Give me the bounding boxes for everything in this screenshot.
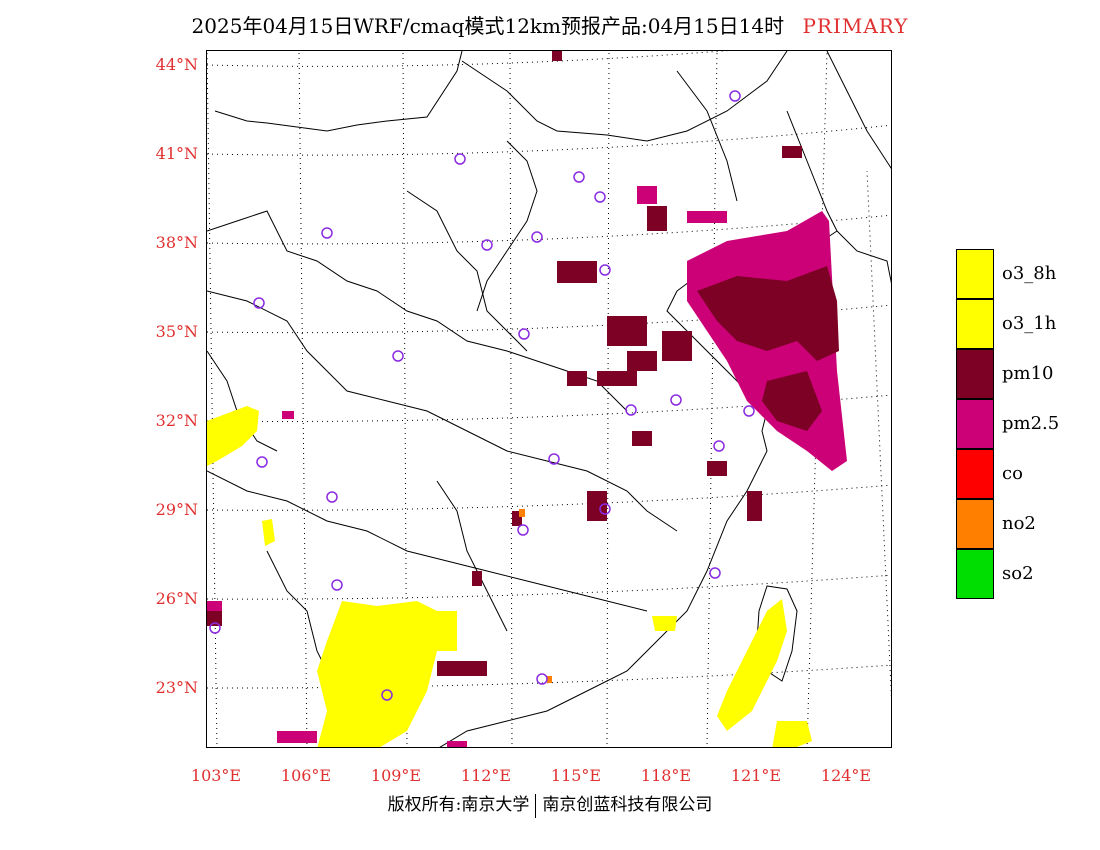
copyright-footer: 版权所有:南京大学 南京创蓝科技有限公司 bbox=[0, 790, 1100, 818]
legend-label: no2 bbox=[1002, 513, 1036, 534]
legend-label: o3_1h bbox=[1002, 313, 1057, 334]
map-panel bbox=[206, 50, 892, 748]
legend-label: so2 bbox=[1002, 563, 1034, 584]
footer-right: 南京创蓝科技有限公司 bbox=[542, 795, 713, 815]
legend-label: co bbox=[1002, 463, 1023, 484]
legend-label: o3_8h bbox=[1002, 263, 1057, 284]
legend-swatch bbox=[956, 499, 994, 549]
footer-separator bbox=[535, 793, 537, 818]
legend-swatch bbox=[956, 249, 994, 299]
lat-label-32: 32°N bbox=[155, 411, 198, 430]
lon-label-115: 115°E bbox=[550, 766, 602, 785]
title-mode: PRIMARY bbox=[802, 14, 909, 38]
lat-label-44: 44°N bbox=[155, 55, 198, 74]
lat-label-35: 35°N bbox=[155, 322, 198, 341]
footer-left: 版权所有:南京大学 bbox=[387, 795, 530, 815]
lat-label-29: 29°N bbox=[155, 500, 198, 519]
lat-label-41: 41°N bbox=[155, 144, 198, 163]
lat-label-23: 23°N bbox=[155, 678, 198, 697]
lon-label-121: 121°E bbox=[730, 766, 782, 785]
legend-swatch bbox=[956, 399, 994, 449]
lat-label-38: 38°N bbox=[155, 233, 198, 252]
lon-label-118: 118°E bbox=[640, 766, 692, 785]
title-main: 2025年04月15日WRF/cmaq模式12km预报产品:04月15日14时 bbox=[191, 14, 785, 38]
legend-label: pm10 bbox=[1002, 363, 1054, 384]
legend-swatch bbox=[956, 349, 994, 399]
station-markers bbox=[209, 90, 755, 701]
lon-label-112: 112°E bbox=[460, 766, 512, 785]
legend-label: pm2.5 bbox=[1002, 413, 1060, 434]
lon-gridlines bbox=[207, 51, 891, 747]
legend-swatch bbox=[956, 299, 994, 349]
lat-label-26: 26°N bbox=[155, 589, 198, 608]
pm10-areas bbox=[207, 51, 839, 701]
map-title: 2025年04月15日WRF/cmaq模式12km预报产品:04月15日14时 … bbox=[0, 10, 1100, 39]
lon-label-124: 124°E bbox=[820, 766, 872, 785]
legend-swatch bbox=[956, 549, 994, 599]
o3-areas bbox=[207, 406, 812, 747]
lon-label-106: 106°E bbox=[280, 766, 332, 785]
legend-swatch bbox=[956, 449, 994, 499]
lon-label-103: 103°E bbox=[190, 766, 242, 785]
lon-label-109: 109°E bbox=[370, 766, 422, 785]
no2-areas bbox=[519, 509, 552, 683]
map-canvas bbox=[207, 51, 891, 747]
